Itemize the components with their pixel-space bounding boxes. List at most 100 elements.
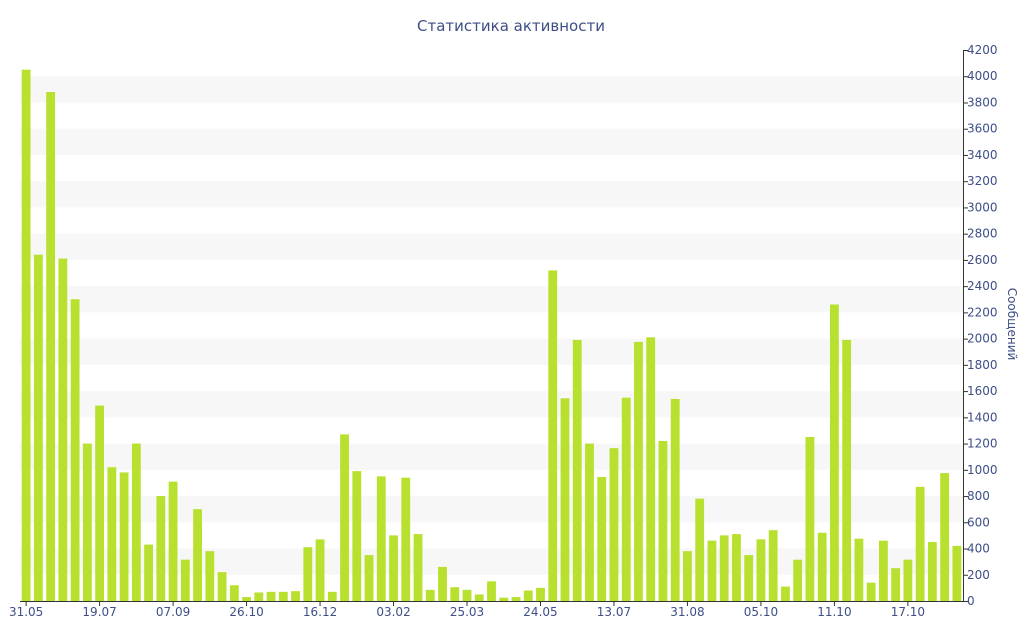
bar[interactable] [156, 496, 166, 601]
y-tick-label: 1000 [967, 463, 998, 477]
bar[interactable] [768, 530, 778, 601]
bar[interactable] [413, 534, 423, 601]
bar[interactable] [193, 509, 202, 601]
bar[interactable] [291, 591, 300, 601]
bar[interactable] [425, 589, 435, 601]
y-tick-label: 3000 [967, 200, 998, 214]
bar[interactable] [487, 581, 496, 601]
bar[interactable] [144, 544, 153, 601]
bar[interactable] [205, 551, 215, 601]
bar[interactable] [278, 591, 288, 601]
bar[interactable] [915, 486, 925, 601]
x-tick-label: 31.05 [9, 605, 43, 619]
y-tick-label: 1800 [967, 358, 998, 372]
bar[interactable] [511, 597, 521, 601]
bar[interactable] [548, 270, 558, 601]
bar[interactable] [572, 339, 582, 601]
bar[interactable] [364, 555, 374, 601]
bar[interactable] [719, 535, 729, 601]
bar[interactable] [842, 339, 852, 601]
bar[interactable] [315, 539, 325, 601]
bar[interactable] [940, 473, 950, 601]
bar[interactable] [401, 477, 411, 601]
y-tick-label: 3400 [967, 148, 998, 162]
bar[interactable] [756, 539, 766, 601]
bar[interactable] [878, 540, 888, 601]
bar[interactable] [805, 437, 815, 601]
bar[interactable] [107, 467, 117, 601]
bar[interactable] [229, 585, 239, 601]
y-tick-label: 600 [967, 515, 990, 529]
bar[interactable] [46, 91, 56, 601]
bar[interactable] [781, 586, 790, 601]
bar[interactable] [927, 541, 937, 601]
grid-band [20, 443, 963, 470]
bar[interactable] [634, 341, 643, 601]
bar[interactable] [670, 398, 680, 601]
bar[interactable] [33, 254, 43, 601]
bar[interactable] [499, 597, 509, 601]
bar[interactable] [683, 551, 692, 601]
bar[interactable] [327, 591, 337, 601]
y-tick-label: 2400 [967, 279, 998, 293]
bar[interactable] [462, 589, 472, 601]
x-tick-label: 19.07 [82, 605, 116, 619]
bar[interactable] [168, 481, 178, 601]
bar[interactable] [242, 597, 251, 601]
bar[interactable] [952, 545, 962, 601]
bar[interactable] [609, 448, 619, 601]
bar[interactable] [646, 337, 656, 601]
bar[interactable] [217, 572, 227, 601]
grid-band [20, 391, 963, 418]
bar[interactable] [560, 398, 570, 601]
grid-band [20, 286, 963, 313]
grid-band [20, 233, 963, 260]
bar[interactable] [866, 582, 876, 601]
x-tick-label: 07.09 [156, 605, 190, 619]
bar[interactable] [707, 540, 717, 601]
axes-group [20, 50, 964, 602]
x-tick-label: 13.07 [597, 605, 631, 619]
x-tick-label: 24.05 [523, 605, 557, 619]
bar[interactable] [597, 477, 607, 601]
bar[interactable] [82, 443, 92, 601]
bar[interactable] [523, 590, 533, 602]
bar[interactable] [450, 587, 460, 601]
bar[interactable] [474, 594, 484, 601]
bar[interactable] [389, 535, 398, 601]
bar[interactable] [854, 538, 864, 601]
bar[interactable] [119, 472, 129, 601]
bar[interactable] [21, 69, 31, 602]
bar[interactable] [95, 405, 105, 601]
bar[interactable] [376, 476, 386, 601]
bar[interactable] [438, 566, 447, 601]
y-tick-label: 3200 [967, 174, 998, 188]
bar[interactable] [585, 443, 594, 601]
y-tick-label: 2200 [967, 305, 998, 319]
x-tick-label: 31.08 [670, 605, 704, 619]
bar[interactable] [732, 534, 741, 601]
bar[interactable] [744, 555, 754, 601]
bar[interactable] [695, 498, 705, 601]
grid-band [20, 338, 963, 365]
bar[interactable] [70, 299, 80, 601]
bar[interactable] [903, 559, 913, 601]
bar[interactable] [830, 304, 839, 601]
bar[interactable] [793, 559, 803, 601]
x-tick-label: 05.10 [744, 605, 778, 619]
bar[interactable] [303, 547, 313, 601]
bar[interactable] [891, 568, 901, 601]
bar[interactable] [131, 443, 141, 601]
bar[interactable] [536, 587, 545, 601]
bar[interactable] [58, 258, 68, 601]
bar[interactable] [817, 532, 827, 601]
bar[interactable] [621, 397, 631, 601]
bar[interactable] [254, 592, 264, 601]
bar[interactable] [340, 434, 349, 601]
y-tick-label: 0 [967, 594, 975, 608]
bar[interactable] [266, 591, 276, 601]
bar[interactable] [180, 559, 190, 601]
bar[interactable] [352, 471, 362, 601]
bar[interactable] [658, 440, 668, 601]
